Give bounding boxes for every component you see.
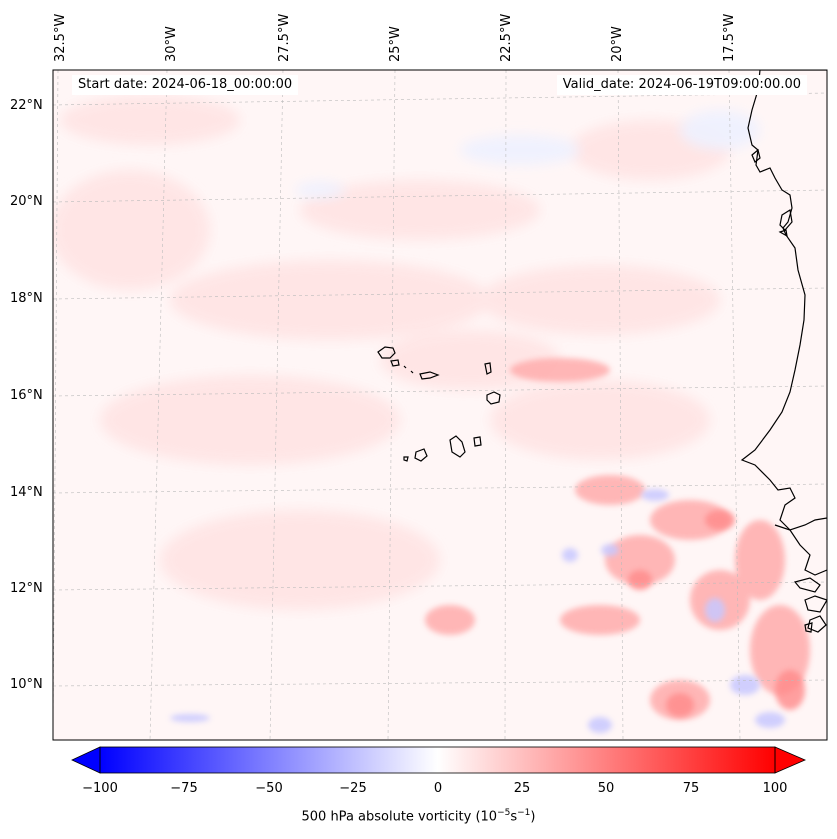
graticule [53, 70, 827, 740]
lat-label: 12°N [10, 581, 43, 596]
colorbar-tick: 50 [597, 781, 615, 796]
colorbar-label-suffix: ) [530, 809, 536, 825]
lon-label: 27.5°W [277, 13, 292, 62]
colorbar-label-mid: s [510, 809, 518, 825]
lon-label: 22.5°W [499, 13, 514, 62]
lat-label: 20°N [10, 194, 43, 209]
lon-label: 32.5°W [53, 13, 68, 62]
colorbar-tick: −50 [255, 781, 283, 796]
colorbar-extend-low [71, 746, 101, 774]
colorbar [71, 746, 807, 774]
colorbar-tick: 100 [762, 781, 788, 796]
colorbar-tick: −25 [339, 781, 367, 796]
colorbar-tick: 75 [682, 781, 700, 796]
lat-label: 10°N [10, 677, 43, 692]
colorbar-tick: −75 [170, 781, 198, 796]
africa-coastline-islets [751, 148, 827, 633]
africa-coastline [740, 70, 827, 531]
colorbar-label-exp1: −5 [497, 808, 511, 818]
vorticity-field [53, 70, 827, 740]
valid-date-label: Valid_date: 2024-06-19T09:00:00.00 [556, 75, 807, 95]
lat-label: 16°N [10, 388, 43, 403]
lon-label: 25°W [388, 26, 403, 62]
colorbar-gradient [100, 747, 775, 773]
lon-label: 17.5°W [722, 13, 737, 62]
colorbar-extend-high [774, 746, 807, 774]
start-date-label: Start date: 2024-06-18_00:00:00 [72, 75, 299, 95]
colorbar-label-exp2: −1 [517, 808, 531, 818]
colorbar-outline [99, 746, 776, 774]
cape-verde-islands [377, 346, 501, 462]
colorbar-label-prefix: 500 hPa absolute vorticity (10 [301, 809, 498, 825]
lon-label: 20°W [610, 26, 625, 62]
colorbar-tick: 0 [433, 781, 443, 796]
lat-label: 22°N [10, 98, 43, 113]
colorbar-label: 500 hPa absolute vorticity (10−5s−1) [0, 808, 837, 824]
lat-label: 14°N [10, 485, 43, 500]
colorbar-tick: −100 [82, 781, 118, 796]
map-frame [52, 69, 828, 741]
lon-label: 30°W [164, 26, 179, 62]
lat-label: 18°N [10, 291, 43, 306]
colorbar-tick: 25 [513, 781, 531, 796]
